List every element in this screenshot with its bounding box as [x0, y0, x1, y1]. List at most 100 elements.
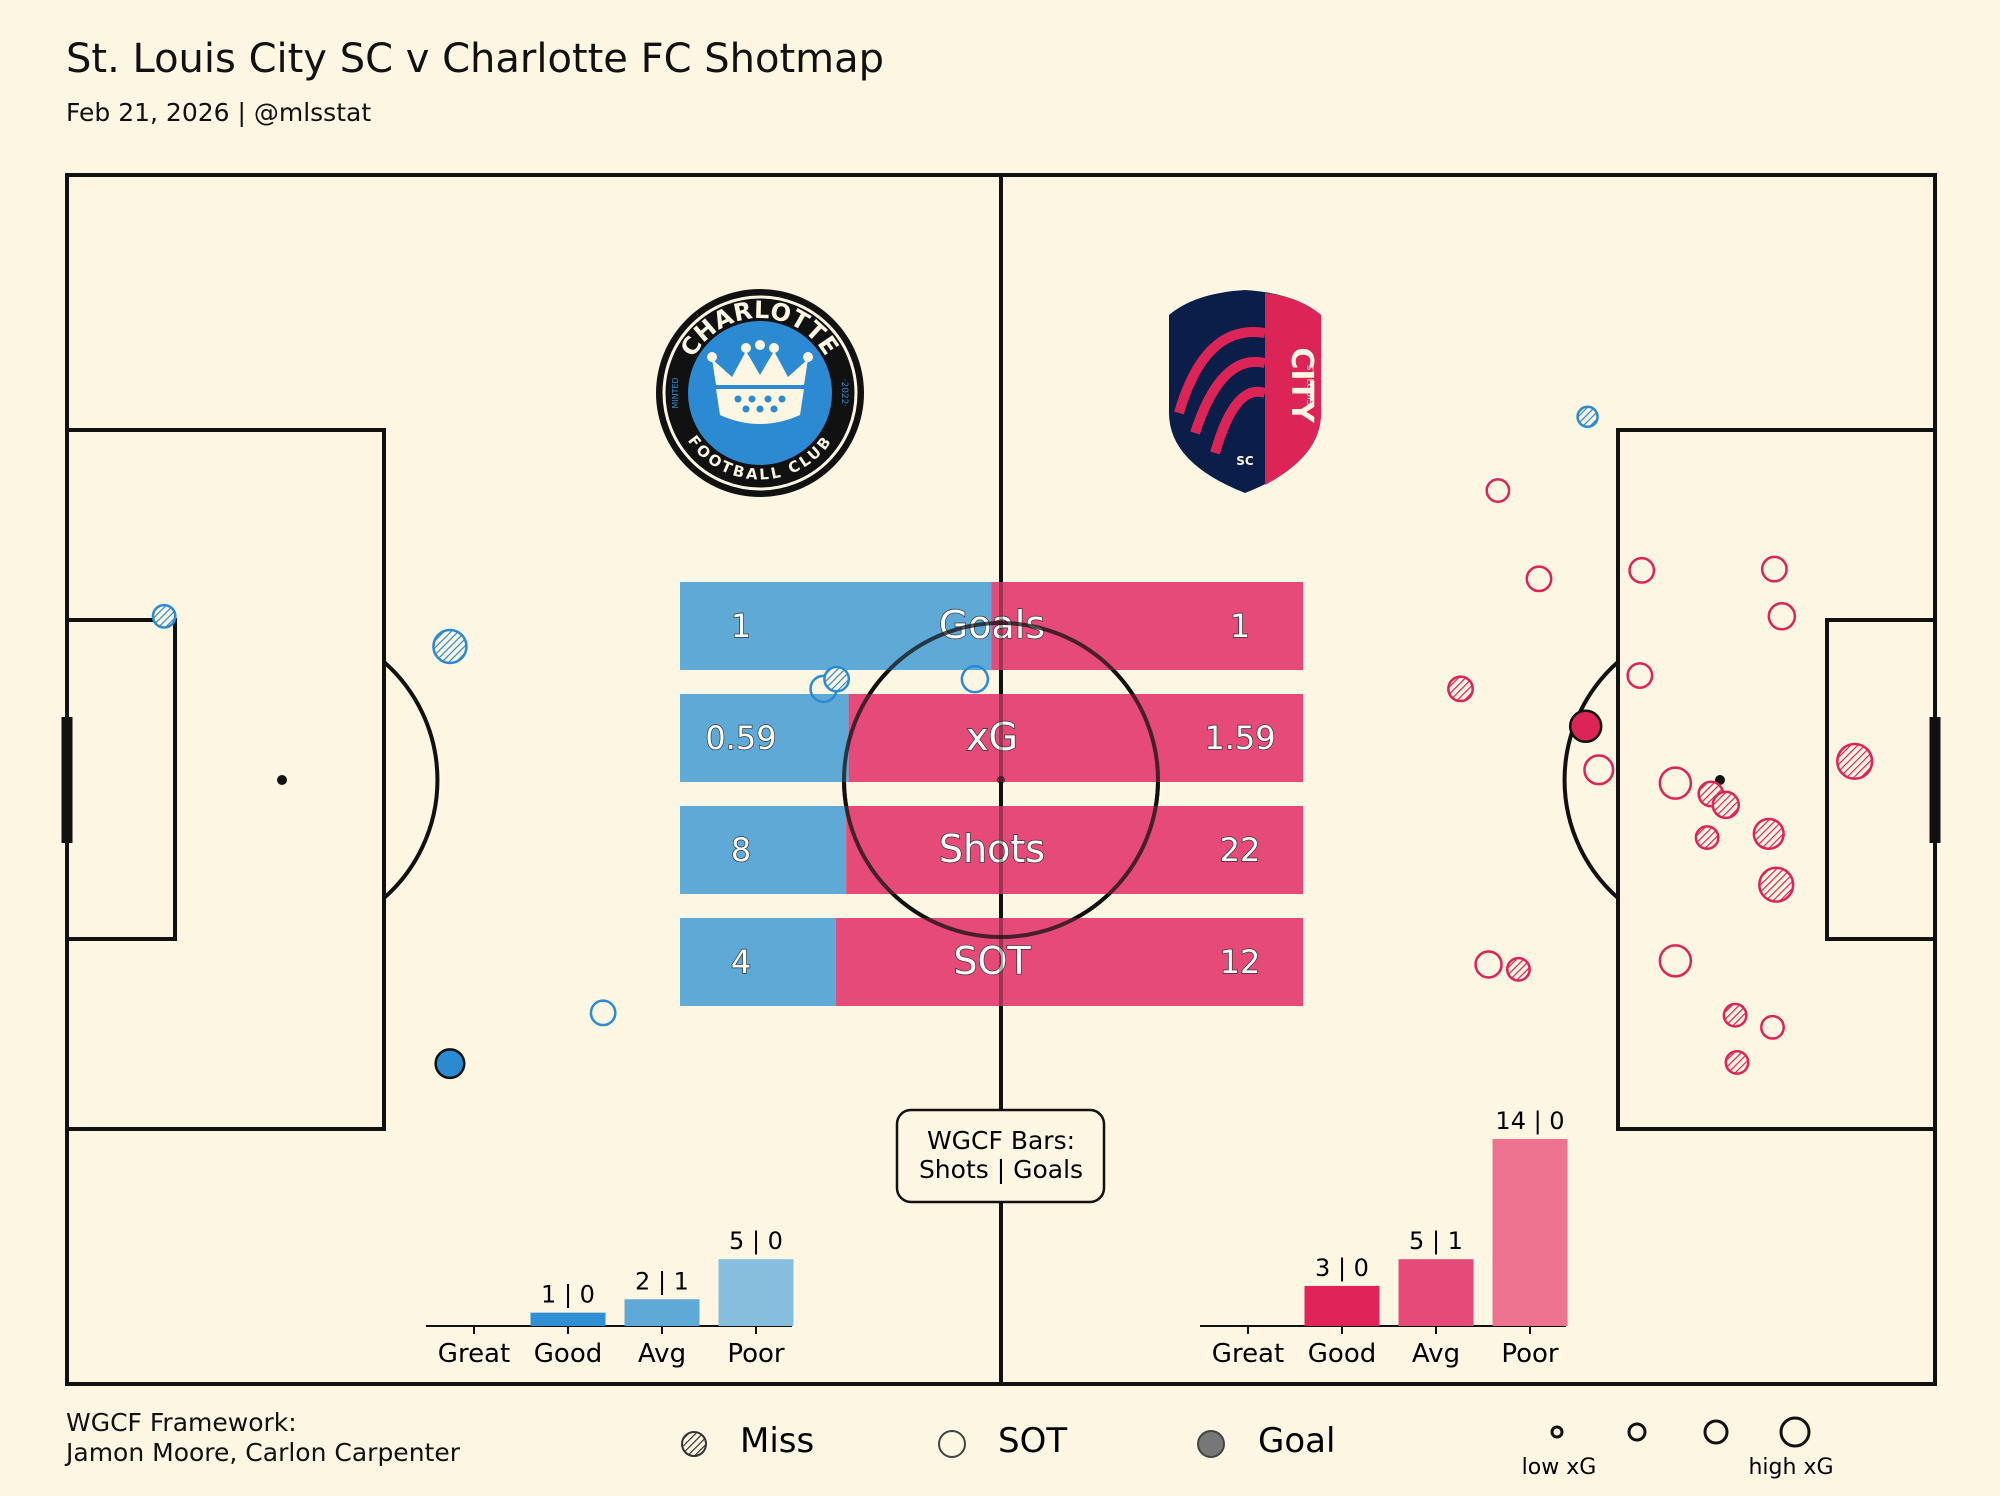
crest-city-text: CITY	[1284, 347, 1319, 424]
shot-miss	[1722, 1002, 1748, 1028]
credits-line2: Jamon Moore, Carlon Carpenter	[66, 1438, 460, 1467]
wgcf-bar-label: 2 | 1	[635, 1267, 689, 1295]
charlotte-crest: CHARLOTTE FOOTBALL CLUB MINTED ·2022·	[656, 289, 864, 497]
credits-line1: WGCF Framework:	[66, 1408, 297, 1437]
legend: Miss SOT Goal low xG high xG	[681, 1416, 1834, 1480]
wgcf-tick-label: Good	[1308, 1339, 1376, 1369]
crest-st-louis-text: ST LOUIS	[1304, 365, 1314, 406]
stat-right-value: 22	[1220, 831, 1261, 869]
wgcf-bar-avg	[624, 1299, 700, 1326]
wgcf-tick-label: Good	[534, 1339, 602, 1369]
stat-label: SOT	[953, 939, 1031, 983]
right-penalty-area	[1616, 428, 1937, 1131]
legend-low-xg-label: low xG	[1522, 1455, 1597, 1480]
credits: WGCF Framework: Jamon Moore, Carlon Carp…	[66, 1408, 460, 1468]
wgcf-tick-label: Poor	[727, 1339, 785, 1369]
left-penalty-spot	[277, 775, 287, 785]
legend-xg-size-4	[1779, 1416, 1811, 1448]
center-spot	[997, 776, 1005, 784]
crest-minted-text: MINTED	[671, 377, 680, 408]
wgcf-bar-label: 3 | 0	[1315, 1254, 1369, 1282]
stat-left-value: 8	[731, 831, 751, 869]
wgcf-bar-good	[530, 1312, 606, 1326]
shot-miss	[1505, 956, 1531, 982]
left-penalty-arc	[382, 660, 440, 900]
legend-sot-label: SOT	[998, 1421, 1067, 1461]
shot-sot	[589, 999, 617, 1027]
wgcf-bar-poor	[1492, 1139, 1568, 1326]
wgcf-bar-label: 14 | 0	[1495, 1107, 1564, 1135]
crest-year-text: ·2022·	[839, 379, 849, 408]
charlotte-wgcf-bars: Great Good 1 | 0 Avg 2 | 1 Poor 5 | 0	[426, 1227, 794, 1369]
right-penalty-arc	[1562, 660, 1620, 900]
stat-label: Shots	[939, 827, 1045, 871]
shot-miss	[1711, 790, 1741, 820]
wgcf-bar-good	[1304, 1285, 1380, 1326]
wgcf-bar-avg	[1398, 1259, 1474, 1326]
wgcf-bar-label: 5 | 0	[729, 1227, 783, 1255]
wgcf-bar-label: 5 | 1	[1409, 1227, 1463, 1255]
legend-xg-size-3	[1703, 1419, 1729, 1445]
shot-miss	[151, 603, 177, 629]
stat-bar-right-shots	[846, 806, 1303, 894]
wgcf-label-box: WGCF Bars: Shots | Goals	[895, 1108, 1106, 1204]
stat-bar-right-goals	[991, 582, 1303, 670]
shot-miss	[1724, 1049, 1750, 1075]
st-louis-crest: CITY ST LOUIS SC	[1169, 290, 1321, 493]
wgcf-tick-label: Great	[438, 1339, 510, 1369]
shot-miss	[1447, 675, 1474, 703]
legend-miss-marker	[681, 1431, 707, 1457]
shot-miss	[1836, 742, 1874, 781]
stat-bar-left-goals	[680, 582, 992, 670]
stat-left-value: 1	[731, 607, 751, 645]
wgcf-tick-label: Poor	[1501, 1339, 1559, 1369]
shot-goal	[1568, 709, 1603, 744]
stat-right-value: 1.59	[1204, 719, 1275, 757]
wgcf-bar-label: 1 | 0	[541, 1281, 595, 1309]
stat-right-value: 1	[1230, 607, 1250, 645]
legend-xg-size-2	[1627, 1422, 1647, 1442]
wgcf-box-line2: Shots | Goals	[919, 1155, 1083, 1184]
stat-right-value: 12	[1220, 943, 1261, 981]
shot-sot	[1658, 766, 1693, 800]
legend-high-xg-label: high xG	[1748, 1455, 1833, 1480]
legend-xg-size-1	[1550, 1425, 1564, 1439]
shot-miss	[1758, 866, 1795, 903]
crown-icon	[707, 340, 813, 424]
shot-sot	[1760, 555, 1788, 583]
shot-sot	[1583, 754, 1615, 786]
wgcf-tick-label: Great	[1212, 1339, 1284, 1369]
shot-sot	[1760, 1014, 1785, 1040]
shot-sot	[1485, 478, 1511, 503]
page-subtitle: Feb 21, 2026 | @mlsstat	[66, 98, 372, 127]
center-circle-overlay	[842, 621, 1160, 939]
stat-bar-left-xg	[680, 694, 849, 782]
charlotte-shots	[151, 405, 1599, 1080]
wgcf-bar-poor	[718, 1259, 794, 1326]
shot-sot	[1658, 944, 1693, 978]
stat-bar-left-sot	[680, 918, 836, 1006]
stat-label: xG	[966, 715, 1018, 759]
stat-bar-right-sot	[835, 918, 1303, 1006]
right-goal-area	[1825, 618, 1937, 941]
shot-miss	[1576, 405, 1599, 429]
stat-bar-left-shots	[680, 806, 847, 894]
wgcf-box-line1: WGCF Bars:	[927, 1126, 1075, 1155]
left-goal-area	[65, 618, 177, 941]
shot-sot	[1474, 950, 1503, 979]
legend-miss-label: Miss	[740, 1421, 814, 1461]
legend-sot-marker	[938, 1430, 966, 1458]
st-louis-wgcf-bars: Great Good 3 | 0 Avg 5 | 1 Poor 14 | 0	[1200, 1107, 1568, 1369]
shot-sot	[1767, 602, 1797, 631]
shot-goal	[434, 1048, 466, 1080]
shot-miss	[1752, 817, 1785, 851]
legend-goal-label: Goal	[1258, 1421, 1335, 1461]
shot-miss	[432, 628, 468, 665]
shot-sot	[1525, 565, 1553, 593]
left-penalty-area	[65, 428, 386, 1131]
st-louis-shots	[1447, 478, 1874, 1075]
stats-bars: 1 Goals 10.59 xG 1.598 Shots 224 SOT 12	[680, 582, 1303, 1006]
wgcf-tick-label: Avg	[638, 1339, 686, 1369]
pitch-marks	[61, 717, 1941, 843]
